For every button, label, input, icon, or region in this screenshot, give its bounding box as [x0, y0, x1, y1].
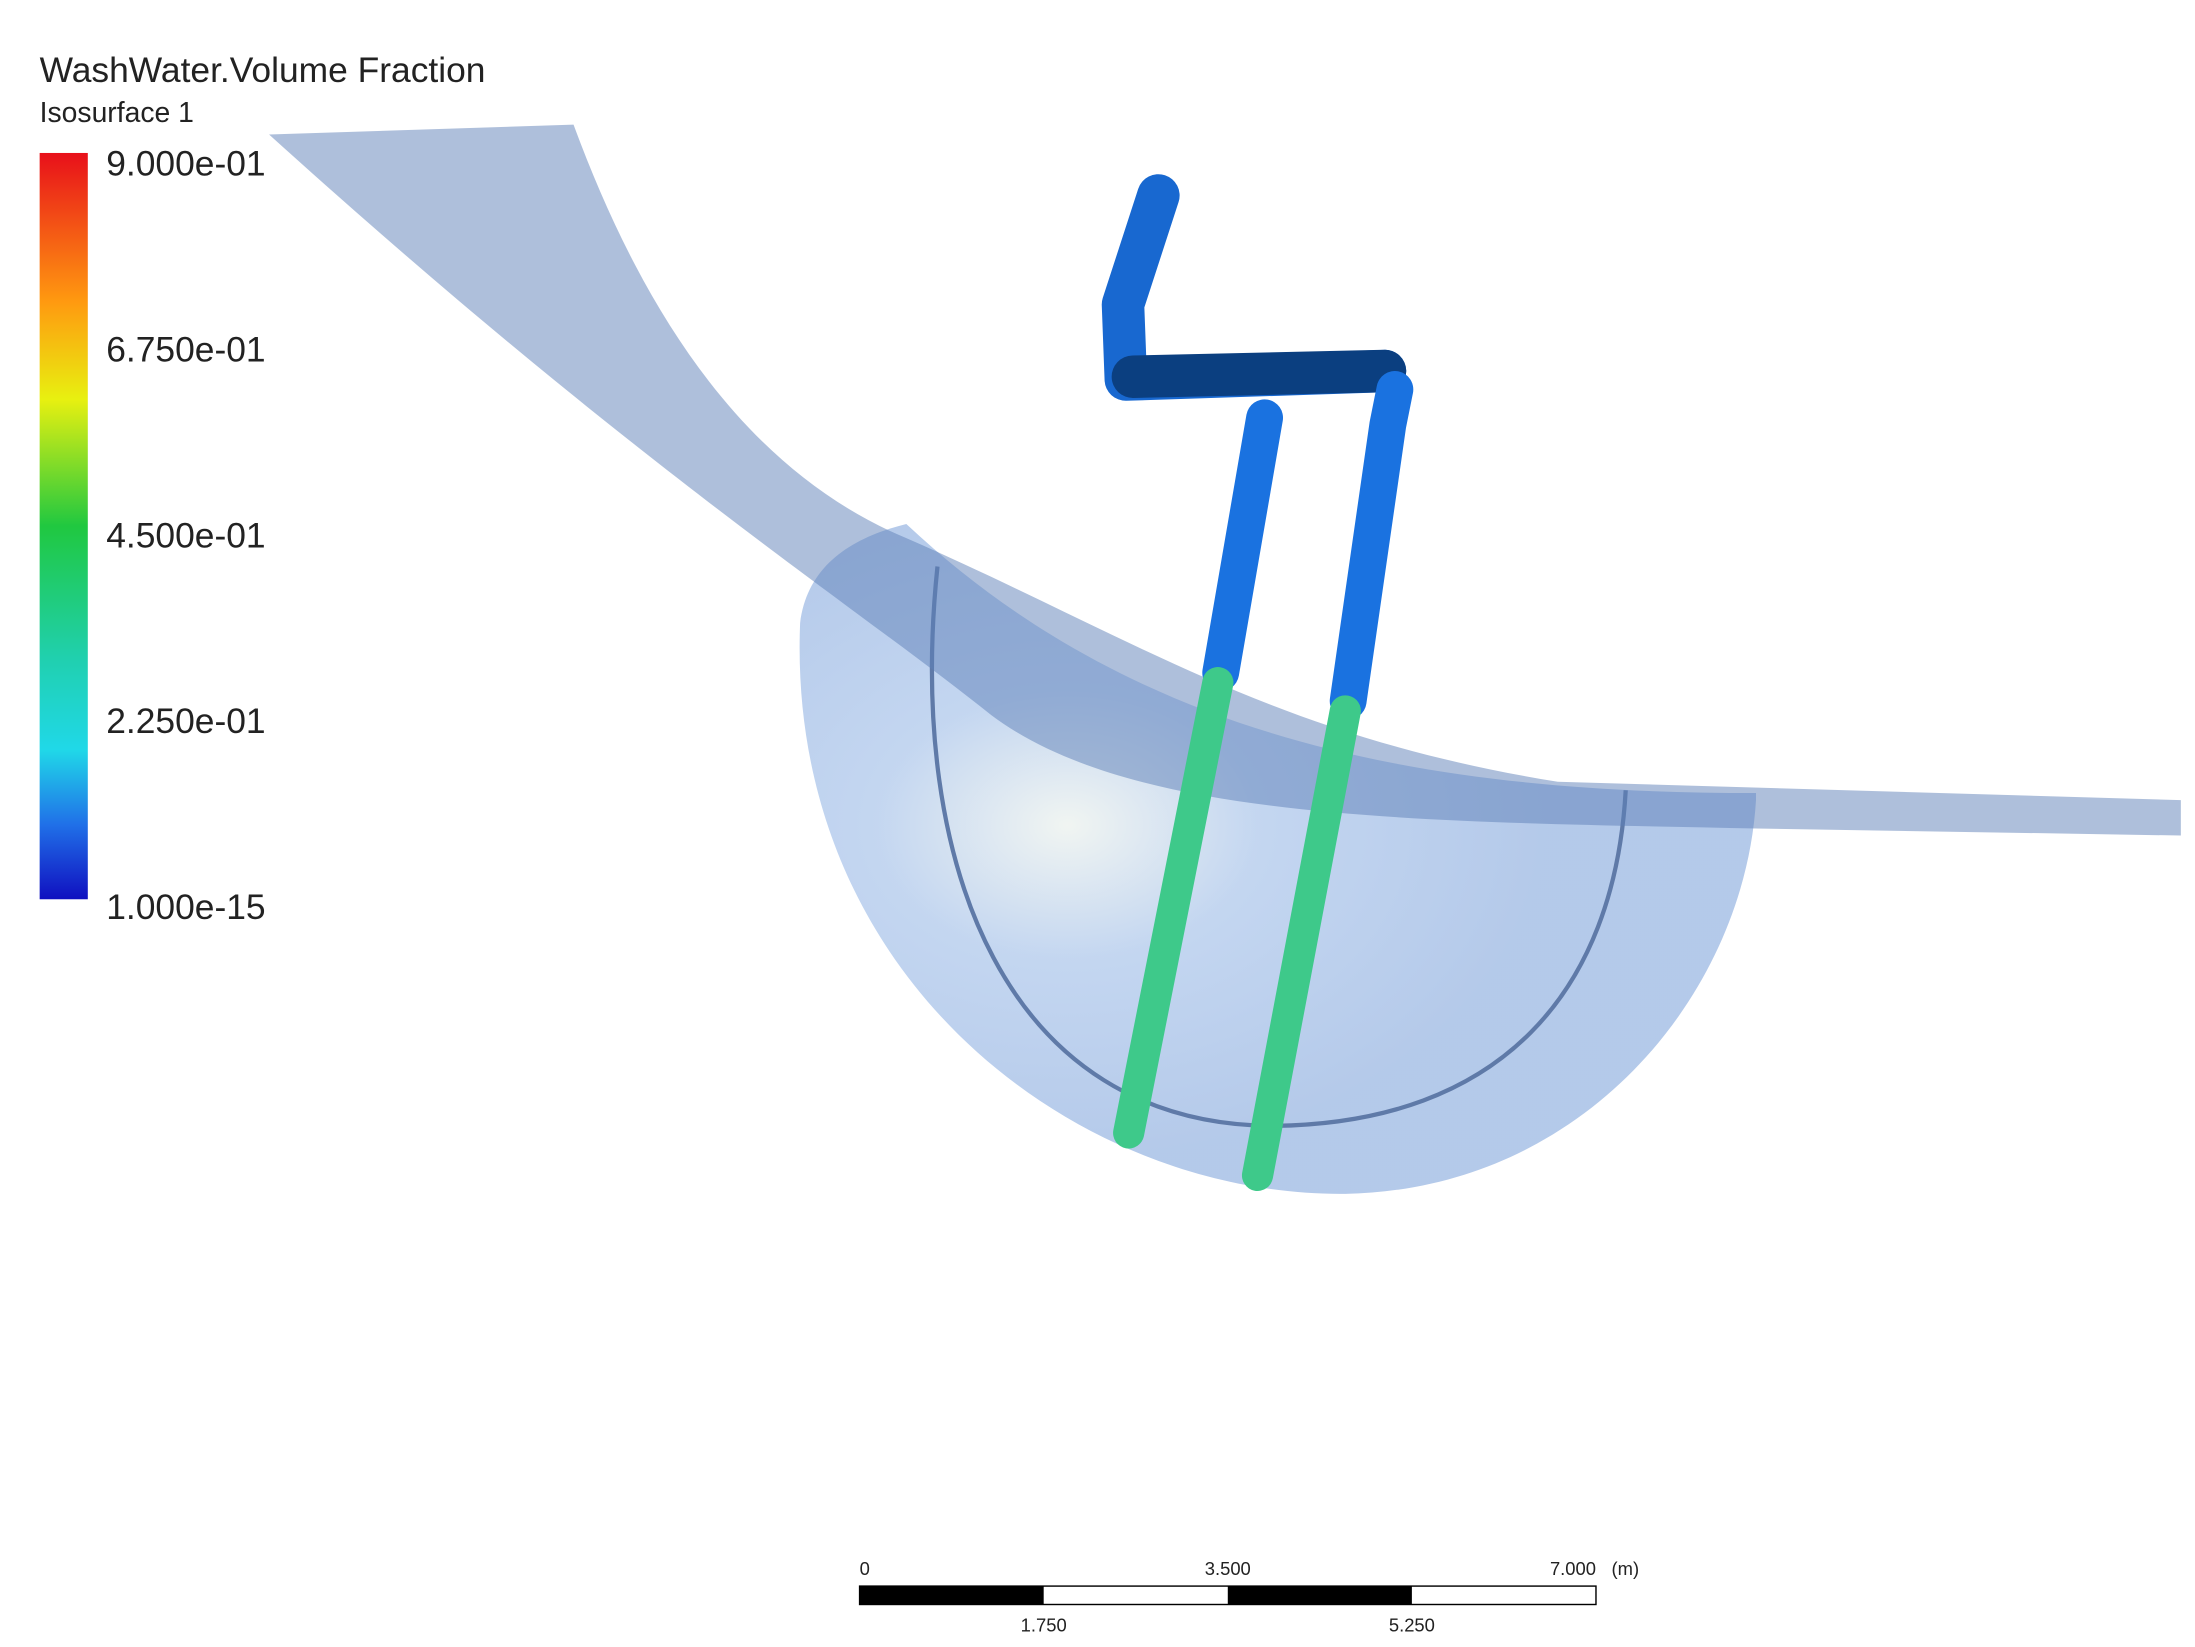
scale-label: 3.500 [1205, 1558, 1251, 1579]
scale-bar-segment [859, 1586, 1044, 1605]
pipes [1101, 174, 1414, 1191]
legend-labels: 9.000e-01 6.750e-01 4.500e-01 2.250e-01 1.00… [106, 144, 265, 927]
scale-label: 5.250 [1389, 1614, 1435, 1635]
bowl-rim [929, 566, 1628, 1128]
color-bar [39, 152, 88, 900]
legend-label: 9.000e-01 [106, 144, 265, 184]
legend-label: 1.000e-15 [106, 887, 265, 927]
pipe-right-lower [1241, 695, 1361, 1191]
pipe-right-upper [1329, 371, 1414, 720]
scale-label: 1.750 [1021, 1614, 1067, 1635]
pipe-left-lower [1113, 667, 1234, 1149]
scale-labels: 0 3.500 7.000 (m) 1.750 5.250 [860, 1558, 1640, 1636]
legend-subtitle: Isosurface 1 [40, 97, 194, 129]
pipe-header [1111, 349, 1407, 398]
scale-bar-segment [1227, 1586, 1412, 1605]
pipe-left-upper [1202, 399, 1284, 692]
scale-unit: (m) [1612, 1558, 1640, 1579]
legend-title: WashWater.Volume Fraction [40, 50, 486, 90]
isosurface-sheet [269, 124, 2181, 836]
scale-label: 0 [860, 1558, 870, 1579]
legend-label: 2.250e-01 [106, 701, 265, 741]
scale-label: 7.000 [1550, 1558, 1596, 1579]
legend-label: 6.750e-01 [106, 329, 265, 369]
legend-label: 4.500e-01 [106, 515, 265, 555]
